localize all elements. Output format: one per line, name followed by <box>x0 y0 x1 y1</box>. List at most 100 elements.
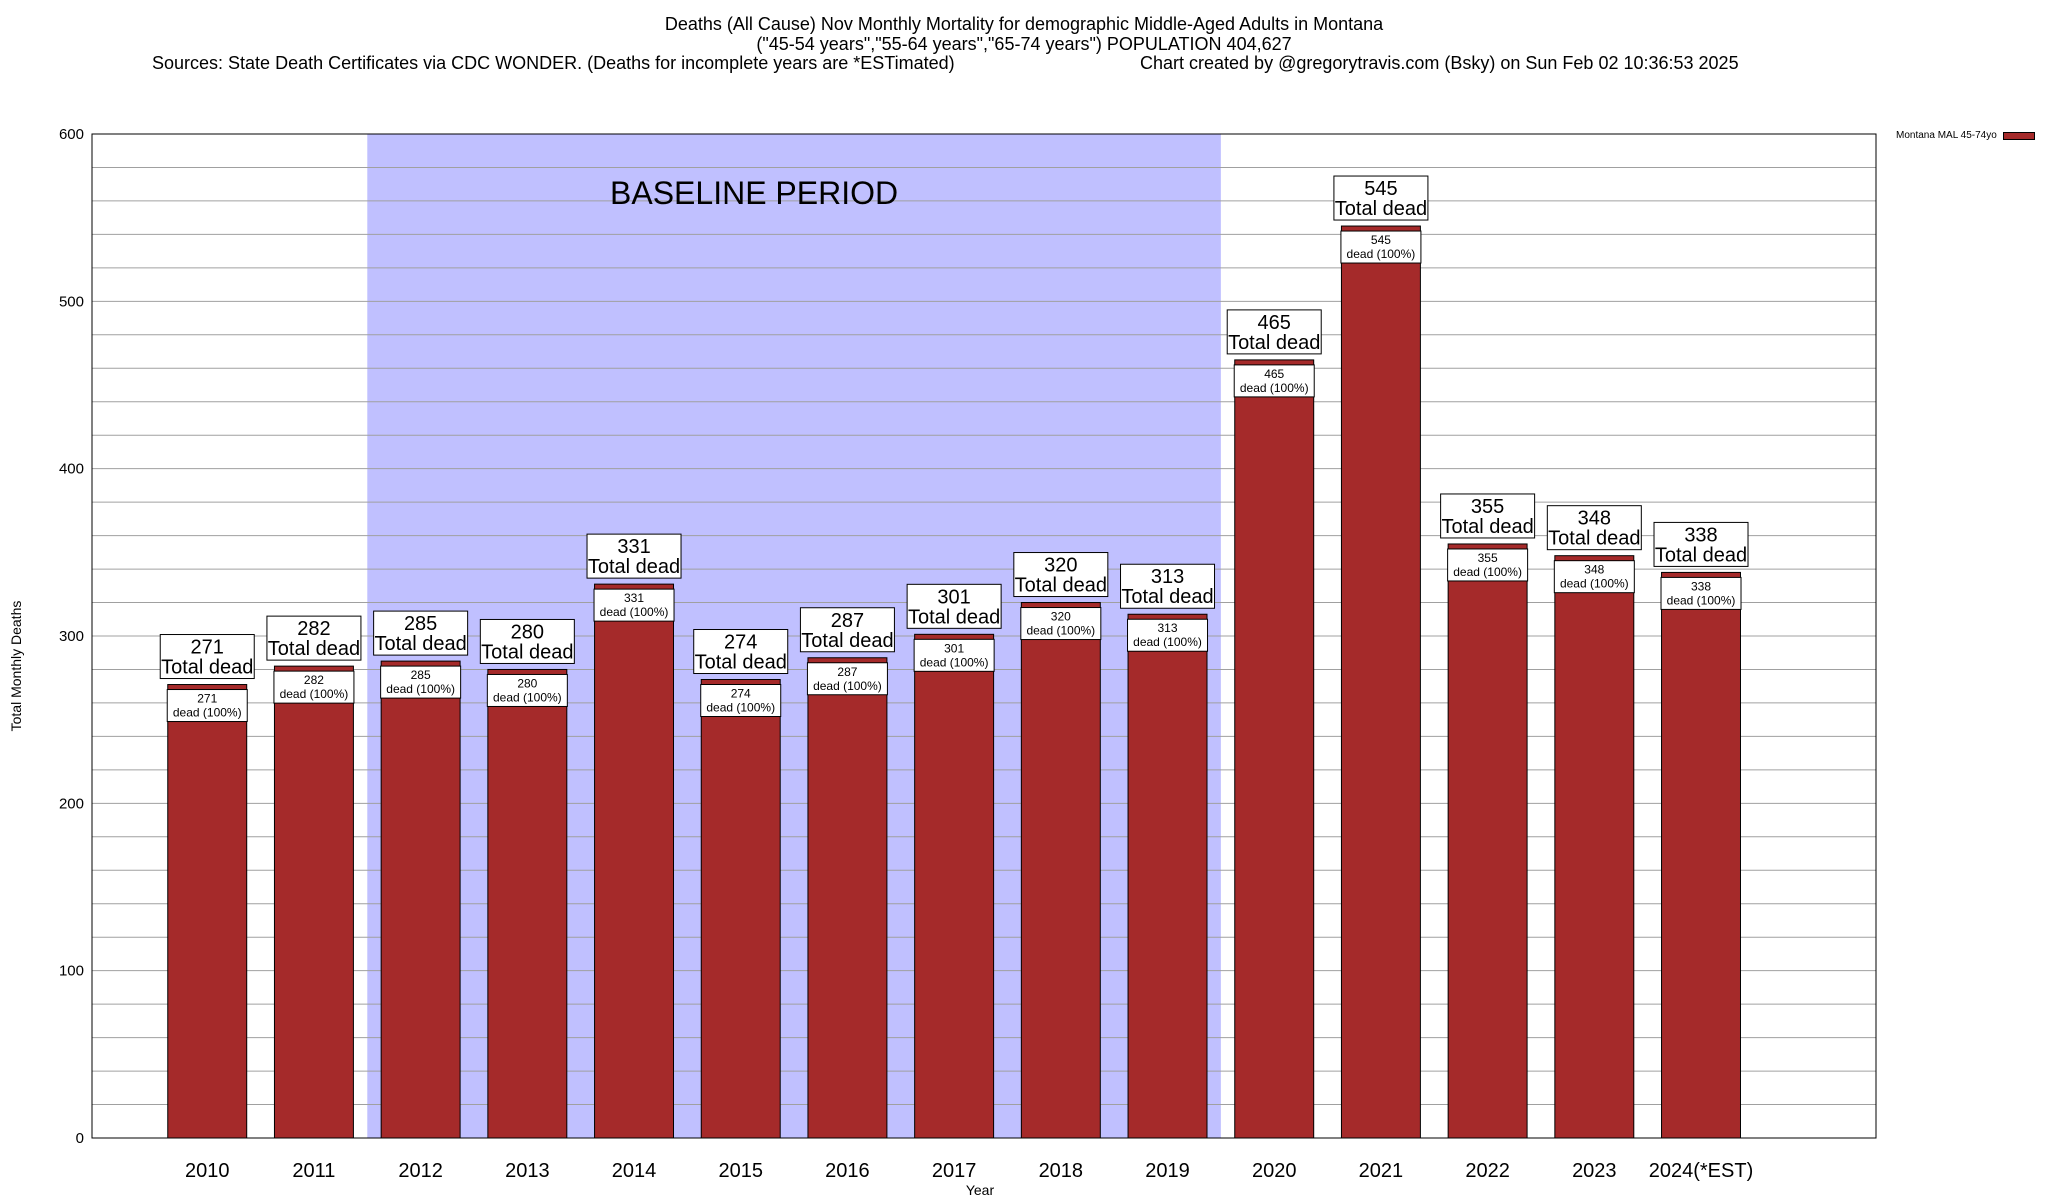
bar-total-value: 355 <box>1471 496 1504 518</box>
bar-inner-label-box <box>1233 364 1315 398</box>
bar <box>594 583 675 1139</box>
bar-inner-label-box <box>380 665 462 699</box>
bar-inner-label-box <box>806 662 888 696</box>
bar-inner-label-box <box>1447 548 1529 582</box>
chart-credit: Chart created by @gregorytravis.com (Bsk… <box>1140 53 1739 73</box>
bar-total-value: 545 <box>1364 178 1397 200</box>
bar-total-label: Total dead <box>1548 528 1640 550</box>
x-tick-label: 2022 <box>1465 1160 1510 1182</box>
baseline-period-label: BASELINE PERIOD <box>610 175 898 211</box>
legend-label: Montana MAL 45-74yo <box>1896 130 1997 141</box>
bar-total-label: Total dead <box>374 633 466 655</box>
chart-subtitle: ("45-54 years","55-64 years","65-74 year… <box>756 34 1292 54</box>
bar-inner-label: dead (100%) <box>493 690 562 704</box>
bar-inner-value: 274 <box>731 687 751 701</box>
y-tick-label: 300 <box>59 628 84 645</box>
y-tick-label: 600 <box>59 126 84 143</box>
bar-total-value: 320 <box>1044 555 1077 577</box>
bar-total-label: Total dead <box>161 657 253 679</box>
y-tick-label: 0 <box>76 1130 84 1147</box>
bar-total-label-box <box>1653 521 1749 567</box>
bar-total-label-box <box>1226 309 1322 355</box>
bar-total-value: 331 <box>617 536 650 558</box>
bar-total-label: Total dead <box>268 638 360 660</box>
chart-title: Deaths (All Cause) Nov Monthly Mortality… <box>664 14 1384 34</box>
bar-total-value: 280 <box>511 621 544 643</box>
bar <box>700 679 781 1139</box>
bar-total-label-box <box>586 533 682 579</box>
bar-total-value: 313 <box>1151 566 1184 588</box>
x-tick-label: 2012 <box>398 1160 443 1182</box>
bar-total-label: Total dead <box>1335 198 1427 220</box>
x-tick-label: 2015 <box>718 1160 763 1182</box>
bar <box>487 668 568 1139</box>
bar-total-label: Total dead <box>1441 516 1533 538</box>
x-axis-label: Year <box>965 1182 995 1198</box>
bar <box>1554 555 1635 1139</box>
x-tick-label: 2024(*EST) <box>1649 1160 1754 1182</box>
bar-total-value: 287 <box>831 610 864 632</box>
bar-total-value: 465 <box>1258 312 1291 334</box>
bar-inner-label-box <box>1020 607 1102 641</box>
bar-total-label-box <box>479 618 575 664</box>
bar-inner-label: dead (100%) <box>600 605 669 619</box>
bar-total-value: 348 <box>1578 508 1611 530</box>
sources-note: Sources: State Death Certificates via CD… <box>152 53 955 73</box>
bar-total-label-box <box>1013 552 1109 598</box>
x-tick-label: 2016 <box>825 1160 870 1182</box>
bar-total-label-box <box>1440 493 1536 539</box>
bar <box>1020 602 1101 1139</box>
bar-inner-value: 331 <box>624 591 644 605</box>
bar <box>807 657 888 1139</box>
y-tick-label: 400 <box>59 461 84 478</box>
bar-inner-label: dead (100%) <box>173 706 242 720</box>
bar-inner-value: 465 <box>1264 367 1284 381</box>
x-tick-label: 2019 <box>1145 1160 1190 1182</box>
y-axis-label: Total Monthly Deaths <box>8 600 24 732</box>
bar-inner-label: dead (100%) <box>1347 247 1416 261</box>
bar-total-label: Total dead <box>1228 332 1320 354</box>
x-tick-label: 2017 <box>932 1160 977 1182</box>
bar <box>1447 543 1528 1139</box>
x-tick-label: 2021 <box>1359 1160 1404 1182</box>
bar-inner-label: dead (100%) <box>813 679 882 693</box>
bar-inner-label-box <box>1127 618 1209 652</box>
bar-inner-value: 320 <box>1051 610 1071 624</box>
bar-inner-value: 355 <box>1478 551 1498 565</box>
bar-inner-label-box <box>273 670 355 704</box>
bar-inner-label: dead (100%) <box>706 701 775 715</box>
x-tick-label: 2011 <box>292 1160 335 1182</box>
bar-total-label-box <box>1546 505 1642 551</box>
bar-inner-label-box <box>700 684 782 718</box>
x-tick-label: 2010 <box>185 1160 230 1182</box>
bar <box>380 660 461 1139</box>
x-tick-label: 2020 <box>1252 1160 1297 1182</box>
bar-total-value: 301 <box>937 586 970 608</box>
bar-total-label-box <box>159 634 255 680</box>
bar <box>1127 613 1208 1139</box>
bar <box>1234 359 1315 1139</box>
bar-inner-value: 285 <box>411 668 431 682</box>
plot-border <box>91 133 1877 1139</box>
bar-total-label: Total dead <box>1655 544 1747 566</box>
bar-total-label: Total dead <box>481 641 573 663</box>
bar-total-label-box <box>906 583 1002 629</box>
bar-total-value: 282 <box>297 618 330 640</box>
bar-inner-value: 313 <box>1158 621 1178 635</box>
bar-total-value: 285 <box>404 613 437 635</box>
x-tick-label: 2023 <box>1572 1160 1617 1182</box>
bar <box>914 633 995 1139</box>
bar-total-label: Total dead <box>908 606 1000 628</box>
bar-inner-value: 282 <box>304 673 324 687</box>
bar-inner-label: dead (100%) <box>1667 593 1736 607</box>
bar-total-value: 271 <box>191 637 224 659</box>
bar-inner-value: 301 <box>944 641 964 655</box>
bar-total-label-box <box>373 610 469 656</box>
bar-inner-label: dead (100%) <box>386 682 455 696</box>
bar-inner-label-box <box>1660 576 1742 610</box>
x-tick-label: 2013 <box>505 1160 550 1182</box>
bar-total-label-box <box>1120 563 1216 609</box>
bar-inner-label: dead (100%) <box>1026 624 1095 638</box>
bar-total-label: Total dead <box>1121 586 1213 608</box>
